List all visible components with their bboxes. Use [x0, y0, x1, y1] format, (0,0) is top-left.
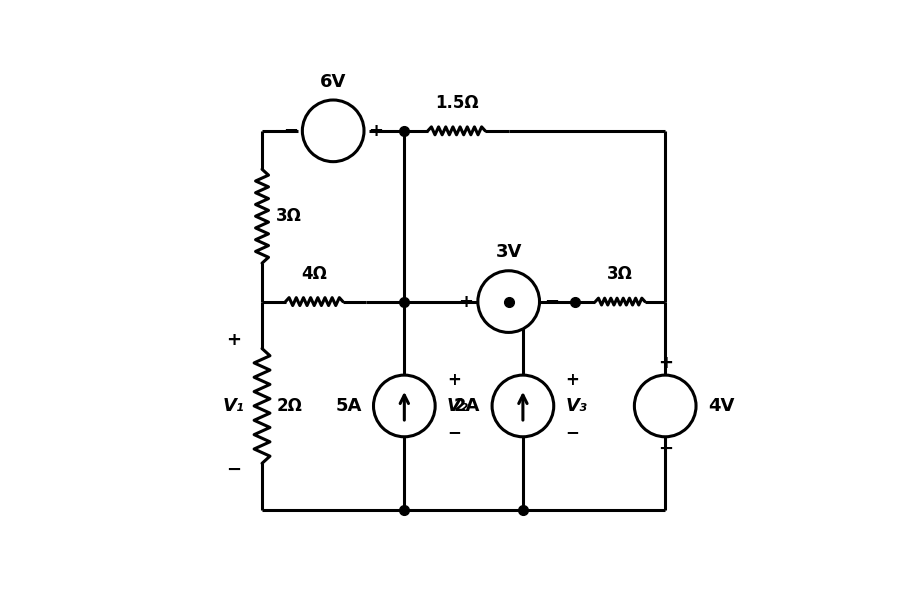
Text: −: −	[544, 293, 559, 310]
Text: 4Ω: 4Ω	[302, 265, 327, 283]
Text: +: +	[368, 122, 383, 140]
Circle shape	[302, 100, 364, 161]
Text: −: −	[658, 440, 673, 458]
Text: V₂: V₂	[447, 397, 469, 415]
Text: −: −	[283, 122, 298, 140]
Text: 1.5Ω: 1.5Ω	[435, 94, 478, 112]
Circle shape	[492, 375, 554, 437]
Text: +: +	[565, 371, 580, 389]
Circle shape	[478, 271, 539, 333]
Text: +: +	[458, 293, 473, 310]
Text: 3Ω: 3Ω	[276, 207, 302, 225]
Text: +: +	[226, 331, 241, 349]
Text: 6V: 6V	[320, 73, 346, 91]
Text: −: −	[447, 423, 461, 441]
Text: 3V: 3V	[496, 243, 522, 261]
Text: 2Ω: 2Ω	[276, 397, 302, 415]
Text: V₃: V₃	[565, 397, 588, 415]
Text: 3Ω: 3Ω	[608, 265, 633, 283]
Text: +: +	[658, 354, 672, 372]
Circle shape	[634, 375, 696, 437]
Text: −: −	[565, 423, 580, 441]
Text: V₁: V₁	[222, 397, 245, 415]
Text: 2A: 2A	[454, 397, 481, 415]
Text: 5A: 5A	[336, 397, 362, 415]
Text: −: −	[226, 461, 241, 479]
Text: +: +	[447, 371, 461, 389]
Circle shape	[374, 375, 436, 437]
Text: 4V: 4V	[708, 397, 734, 415]
